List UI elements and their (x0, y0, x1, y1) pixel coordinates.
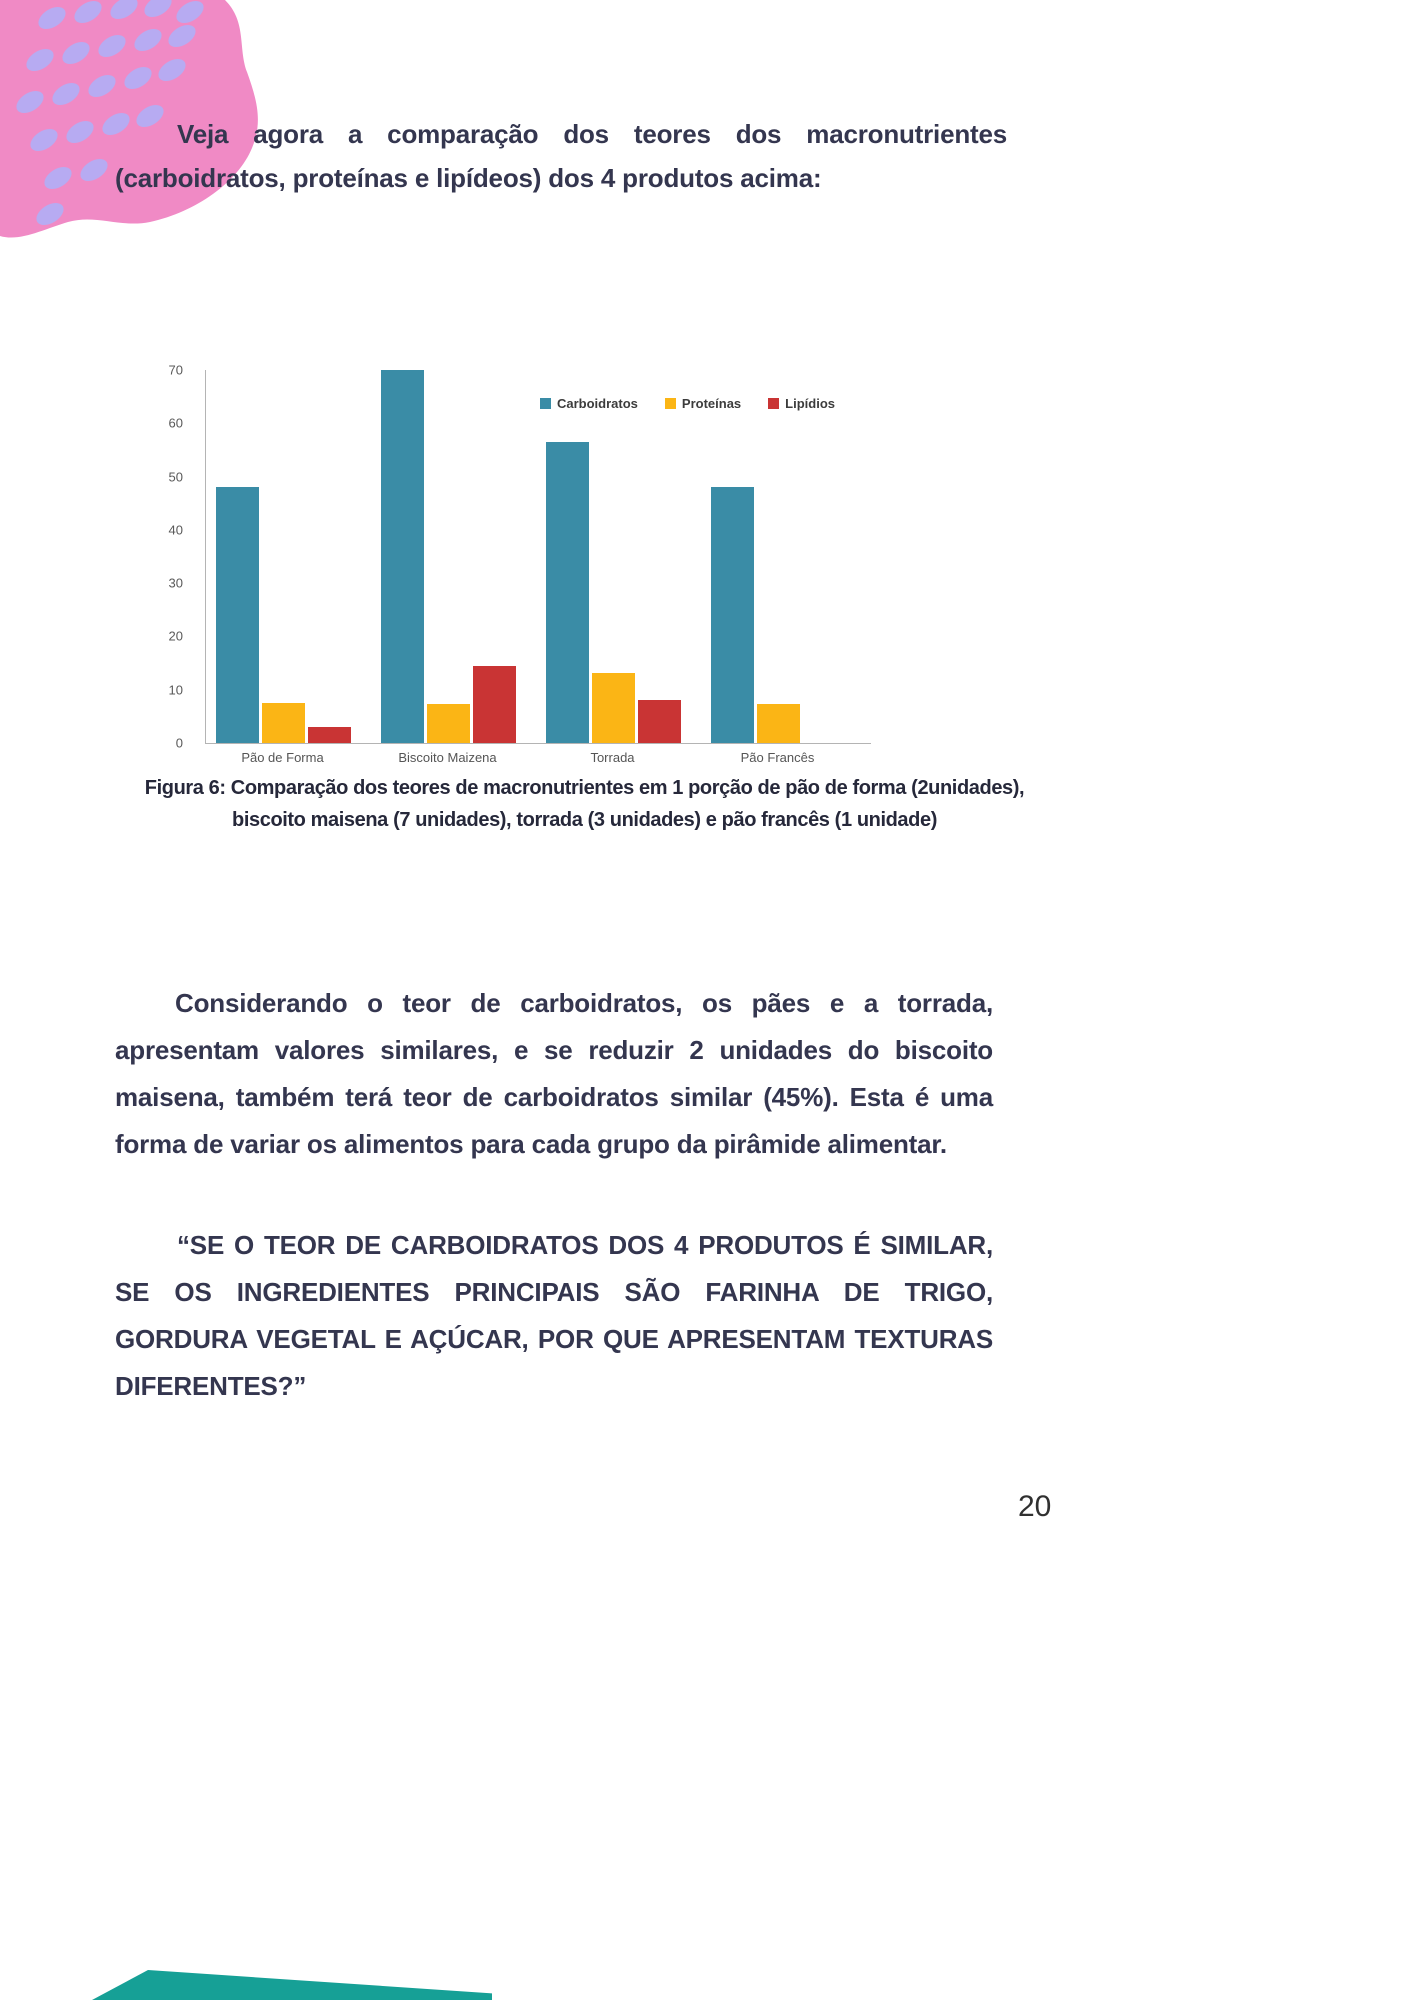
y-tick-label: 10 (168, 682, 183, 698)
bar-carboidratos (711, 487, 754, 743)
legend-swatch (540, 398, 551, 409)
bar-carboidratos (381, 370, 424, 743)
decorative-teal-corner (92, 1970, 492, 2000)
x-tick-label: Pão de Forma (241, 750, 324, 765)
chart-legend: Carboidratos Proteínas Lipídios (540, 396, 835, 411)
y-tick-label: 70 (168, 362, 183, 378)
bar-proteínas (757, 704, 800, 743)
legend-item-proteínas: Proteínas (664, 396, 742, 411)
x-tick-label: Pão Francês (740, 750, 815, 765)
bar-proteínas (262, 703, 305, 743)
legend-item-lipídios: Lipídios (768, 396, 835, 411)
macronutrients-bar-chart: Carboidratos Proteínas Lipídios 0 10 20 30 40 5… (135, 338, 905, 793)
bar-group-4 (711, 370, 846, 743)
chart-x-labels: Pão de Forma Biscoito Maizena Torrada Pão F… (215, 750, 870, 765)
chart-plot (205, 370, 871, 744)
bar-proteínas (592, 672, 635, 743)
legend-item-carboidratos: Carboidratos (540, 396, 638, 411)
y-tick-label: 30 (168, 575, 183, 591)
y-tick-label: 20 (168, 628, 183, 644)
bar-group-2 (381, 370, 516, 743)
legend-swatch (664, 398, 676, 409)
bar-lipídios (308, 727, 351, 743)
bar-proteínas (427, 704, 470, 743)
decorative-pink-blob (0, 0, 300, 260)
bar-group-1 (216, 370, 351, 743)
pink-blob-graphic (0, 0, 258, 238)
chart-y-axis: 0 10 20 30 40 50 60 70 (135, 363, 193, 751)
legend-label: Lipídios (785, 396, 835, 411)
bar-lipídios (473, 665, 516, 743)
chart-bars (206, 370, 871, 743)
y-tick-label: 40 (168, 522, 183, 538)
body-paragraph: Considerando o teor de carboidratos, os … (115, 988, 993, 1159)
legend-swatch (768, 398, 780, 409)
y-tick-label: 50 (168, 469, 183, 485)
lavender-dot-pattern (16, 0, 204, 226)
quote-paragraph: “SE O TEOR DE CARBOIDRATOS DOS 4 PRODUTO… (115, 1230, 993, 1401)
figure-caption: Figura 6: Comparação dos teores de macro… (144, 777, 1025, 831)
y-tick-label: 0 (175, 735, 183, 751)
y-tick-label: 60 (168, 415, 183, 431)
legend-label: Carboidratos (557, 396, 638, 411)
intro-paragraph: Veja agora a comparação dos teores dos m… (115, 119, 1007, 193)
page-number: 20 (1018, 1490, 1052, 1523)
bar-group-3 (546, 370, 681, 743)
bar-lipídios (638, 700, 681, 743)
bar-carboidratos (216, 487, 259, 743)
bar-carboidratos (546, 441, 589, 743)
x-tick-label: Biscoito Maizena (398, 750, 497, 765)
legend-label: Proteínas (681, 396, 742, 411)
x-tick-label: Torrada (590, 750, 635, 765)
